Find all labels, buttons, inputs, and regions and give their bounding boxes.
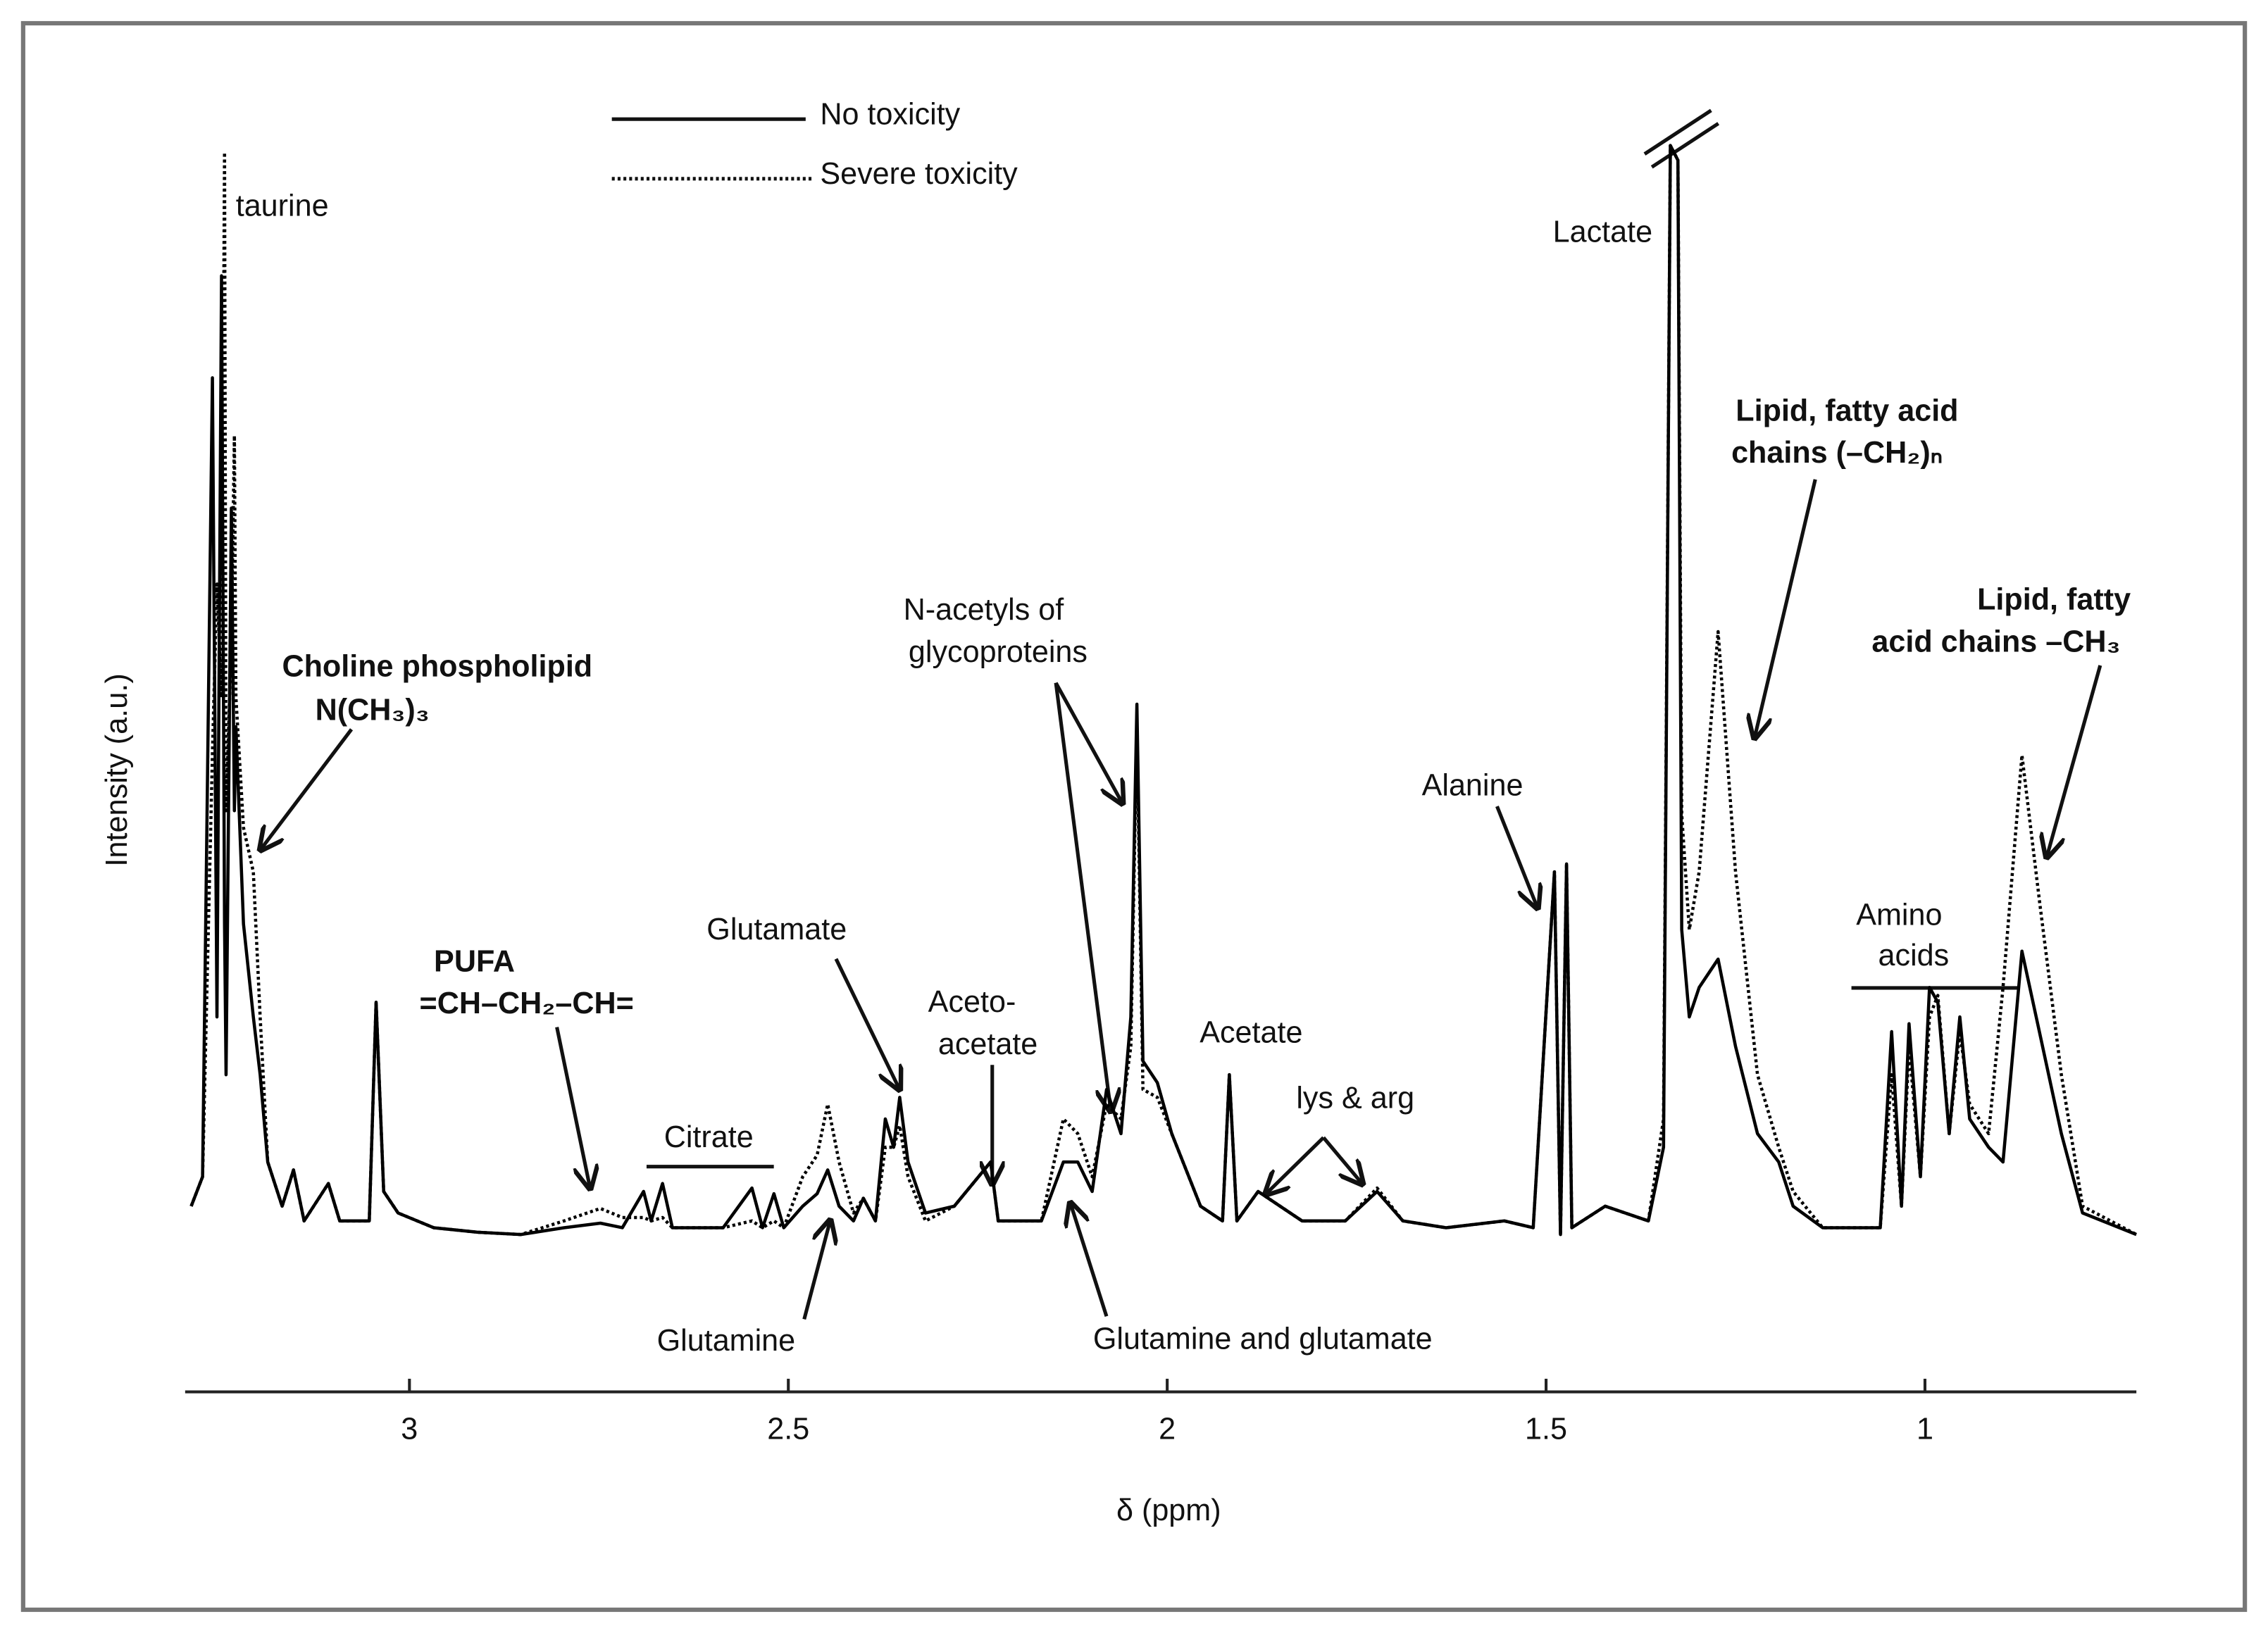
plot-area: 3 2.5 2 1.5 1 — [189, 144, 2138, 1446]
annotation: Glutamine — [657, 1324, 796, 1358]
axis-break — [1650, 122, 1720, 169]
annotation: Lipid, fatty acid — [1736, 394, 1958, 427]
spectrum-line — [189, 144, 2138, 1237]
annotation: Aceto- — [928, 985, 1016, 1019]
annotation: Citrate — [664, 1120, 754, 1154]
spectrum-line — [189, 144, 2137, 1237]
annotation: Alanine — [1422, 769, 1524, 803]
legend-label: Severe toxicity — [820, 157, 1018, 191]
arrow — [1322, 1136, 1362, 1184]
x-tick-label: 1.5 — [1525, 1413, 1567, 1446]
arrow — [1266, 1136, 1325, 1194]
arrow — [261, 728, 354, 850]
x-axis-label: δ (ppm) — [1116, 1494, 1221, 1527]
legend-label: No toxicity — [820, 97, 960, 131]
annotation: PUFA — [434, 944, 515, 978]
annotations: taurine Choline phospholipid N(CH₃)₃ PUF… — [236, 189, 2131, 1357]
annotation: Glutamine and glutamate — [1093, 1322, 1433, 1356]
annotation: Choline phospholipid — [282, 649, 592, 683]
y-axis-label: Intensity (a.u.) — [100, 673, 134, 866]
annotation: =CH–CH₂–CH= — [420, 987, 634, 1020]
arrow — [1755, 479, 1817, 738]
annotation: N-acetyls of — [904, 593, 1065, 627]
x-tick-label: 2 — [1159, 1413, 1176, 1446]
annotation: Glutamate — [706, 913, 847, 946]
annotation: acid chains –CH₃ — [1871, 625, 2120, 658]
annotation: Lactate — [1553, 215, 1652, 249]
x-tick-label: 1 — [1917, 1413, 1933, 1446]
annotation: glycoproteins — [909, 635, 1088, 669]
arrow — [1054, 682, 1122, 803]
annotation: acids — [1878, 939, 1950, 972]
annotation: Lipid, fatty — [1977, 583, 2131, 617]
annotation: Amino — [1856, 898, 1942, 932]
arrow — [1054, 682, 1111, 1112]
axis-break — [1643, 108, 1712, 156]
x-tick-label: 3 — [401, 1413, 418, 1446]
arrow — [1071, 1203, 1109, 1318]
annotation: chains (–CH₂)ₙ — [1731, 436, 1943, 470]
annotation: Acetate — [1200, 1015, 1302, 1049]
annotation: N(CH₃)₃ — [316, 693, 430, 727]
x-tick-label: 2.5 — [767, 1413, 809, 1446]
arrows — [261, 108, 2102, 1320]
arrow — [555, 1027, 590, 1189]
annotation: lys & arg — [1296, 1081, 1414, 1115]
annotation: acetate — [938, 1027, 1038, 1061]
arrow — [834, 958, 899, 1090]
annotation: taurine — [236, 189, 329, 223]
arrow — [2047, 665, 2102, 857]
arrow — [1495, 806, 1538, 908]
arrow — [802, 1220, 830, 1320]
